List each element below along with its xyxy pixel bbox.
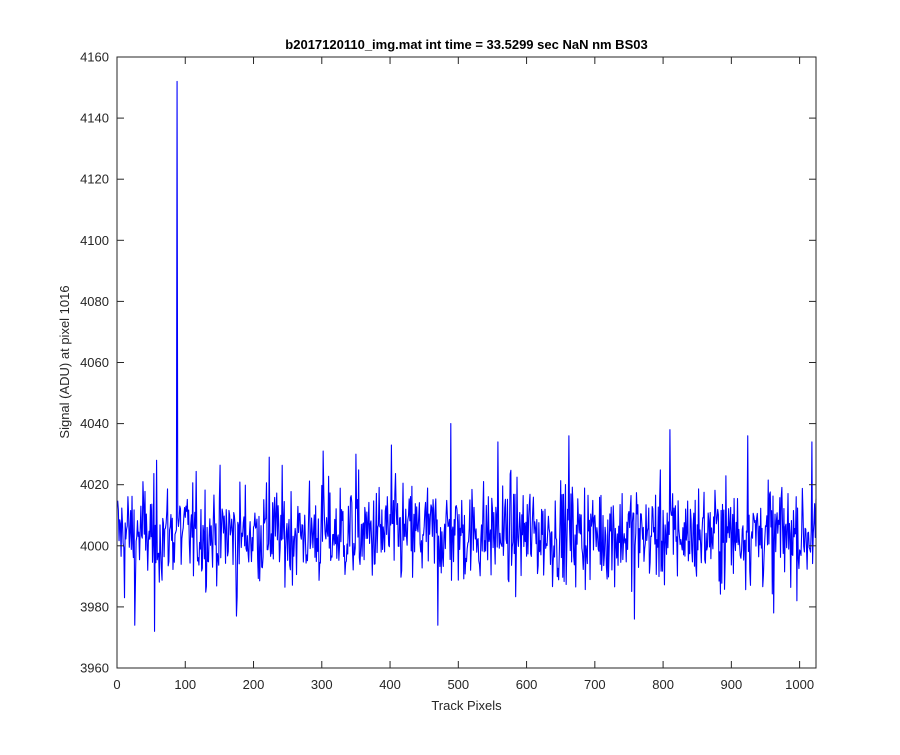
x-tick-label: 400 xyxy=(379,677,401,692)
y-tick-label: 4000 xyxy=(80,538,109,553)
y-tick-label: 4120 xyxy=(80,172,109,187)
y-tick-label: 4140 xyxy=(80,111,109,126)
x-tick-label: 900 xyxy=(721,677,743,692)
x-tick-label: 700 xyxy=(584,677,606,692)
plot-area xyxy=(116,56,817,669)
x-axis-title: Track Pixels xyxy=(431,698,502,713)
x-axis: 0 100 200 300 400 500 600 700 800 900 1000 xyxy=(113,57,814,692)
x-tick-label: 600 xyxy=(516,677,538,692)
x-tick-label: 200 xyxy=(243,677,265,692)
signal-series-line xyxy=(117,80,817,632)
y-tick-label: 3980 xyxy=(80,599,109,614)
y-tick-label: 4060 xyxy=(80,355,109,370)
y-axis-title: Signal (ADU) at pixel 1016 xyxy=(57,285,72,438)
y-tick-label: 4100 xyxy=(80,233,109,248)
chart-title: b2017120110_img.mat int time = 33.5299 s… xyxy=(285,37,647,52)
x-tick-label: 100 xyxy=(174,677,196,692)
series-layer xyxy=(117,80,817,632)
x-tick-label: 1000 xyxy=(785,677,814,692)
y-tick-label: 4160 xyxy=(80,50,109,65)
y-tick-label: 3960 xyxy=(80,661,109,676)
x-tick-label: 800 xyxy=(652,677,674,692)
x-tick-label: 0 xyxy=(113,677,120,692)
y-tick-label: 4080 xyxy=(80,294,109,309)
plot-background xyxy=(117,57,816,668)
x-tick-label: 300 xyxy=(311,677,333,692)
y-tick-label: 4040 xyxy=(80,416,109,431)
x-tick-label: 500 xyxy=(447,677,469,692)
y-axis: 3960 3980 4000 4020 4040 4060 4080 4100 4120 4140… xyxy=(80,50,816,676)
y-tick-label: 4020 xyxy=(80,477,109,492)
